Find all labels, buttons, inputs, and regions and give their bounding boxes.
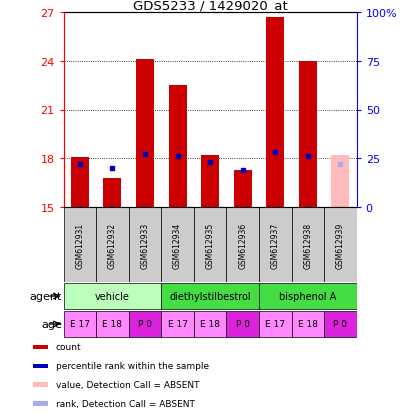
Bar — [193, 311, 226, 337]
Text: GSM612932: GSM612932 — [108, 222, 117, 268]
Text: P 0: P 0 — [138, 320, 152, 329]
Text: P 0: P 0 — [333, 320, 346, 329]
Bar — [96, 207, 128, 282]
Text: E 17: E 17 — [70, 320, 90, 329]
Bar — [226, 207, 258, 282]
Text: age: age — [41, 319, 62, 329]
Bar — [33, 401, 47, 406]
Bar — [193, 207, 226, 282]
Bar — [33, 382, 47, 387]
Text: GSM612933: GSM612933 — [140, 222, 149, 268]
Bar — [258, 207, 291, 282]
Bar — [63, 207, 96, 282]
Text: GSM612938: GSM612938 — [303, 222, 312, 268]
Bar — [291, 207, 324, 282]
Bar — [161, 283, 258, 310]
Text: GSM612935: GSM612935 — [205, 222, 214, 268]
Bar — [33, 345, 47, 349]
Bar — [103, 178, 121, 207]
Bar — [330, 156, 348, 207]
Text: count: count — [56, 343, 81, 351]
Bar — [258, 283, 356, 310]
Bar — [298, 62, 316, 207]
Text: vehicle: vehicle — [95, 291, 130, 301]
Text: GSM612936: GSM612936 — [238, 222, 247, 268]
Text: bisphenol A: bisphenol A — [279, 291, 336, 301]
Bar — [63, 311, 96, 337]
Text: GSM612939: GSM612939 — [335, 222, 344, 268]
Text: value, Detection Call = ABSENT: value, Detection Call = ABSENT — [56, 380, 199, 389]
Text: E 18: E 18 — [200, 320, 220, 329]
Text: agent: agent — [29, 291, 62, 301]
Text: percentile rank within the sample: percentile rank within the sample — [56, 361, 208, 370]
Bar — [96, 311, 128, 337]
Text: E 18: E 18 — [297, 320, 317, 329]
Bar — [128, 207, 161, 282]
Bar — [258, 311, 291, 337]
Text: GSM612937: GSM612937 — [270, 222, 279, 268]
Bar — [168, 86, 186, 207]
Bar — [128, 311, 161, 337]
Bar — [226, 311, 258, 337]
Text: E 18: E 18 — [102, 320, 122, 329]
Title: GDS5233 / 1429020_at: GDS5233 / 1429020_at — [133, 0, 287, 12]
Bar — [324, 207, 356, 282]
Bar — [201, 156, 218, 207]
Bar — [324, 311, 356, 337]
Bar — [63, 283, 161, 310]
Text: GSM612934: GSM612934 — [173, 222, 182, 268]
Bar — [233, 170, 251, 207]
Bar — [161, 207, 193, 282]
Bar — [266, 18, 283, 207]
Bar — [136, 60, 153, 207]
Text: E 17: E 17 — [265, 320, 285, 329]
Bar — [161, 311, 193, 337]
Bar — [33, 363, 47, 368]
Text: rank, Detection Call = ABSENT: rank, Detection Call = ABSENT — [56, 399, 194, 408]
Bar — [71, 157, 89, 207]
Text: diethylstilbestrol: diethylstilbestrol — [169, 291, 250, 301]
Text: GSM612931: GSM612931 — [75, 222, 84, 268]
Text: E 17: E 17 — [167, 320, 187, 329]
Text: P 0: P 0 — [235, 320, 249, 329]
Bar — [291, 311, 324, 337]
